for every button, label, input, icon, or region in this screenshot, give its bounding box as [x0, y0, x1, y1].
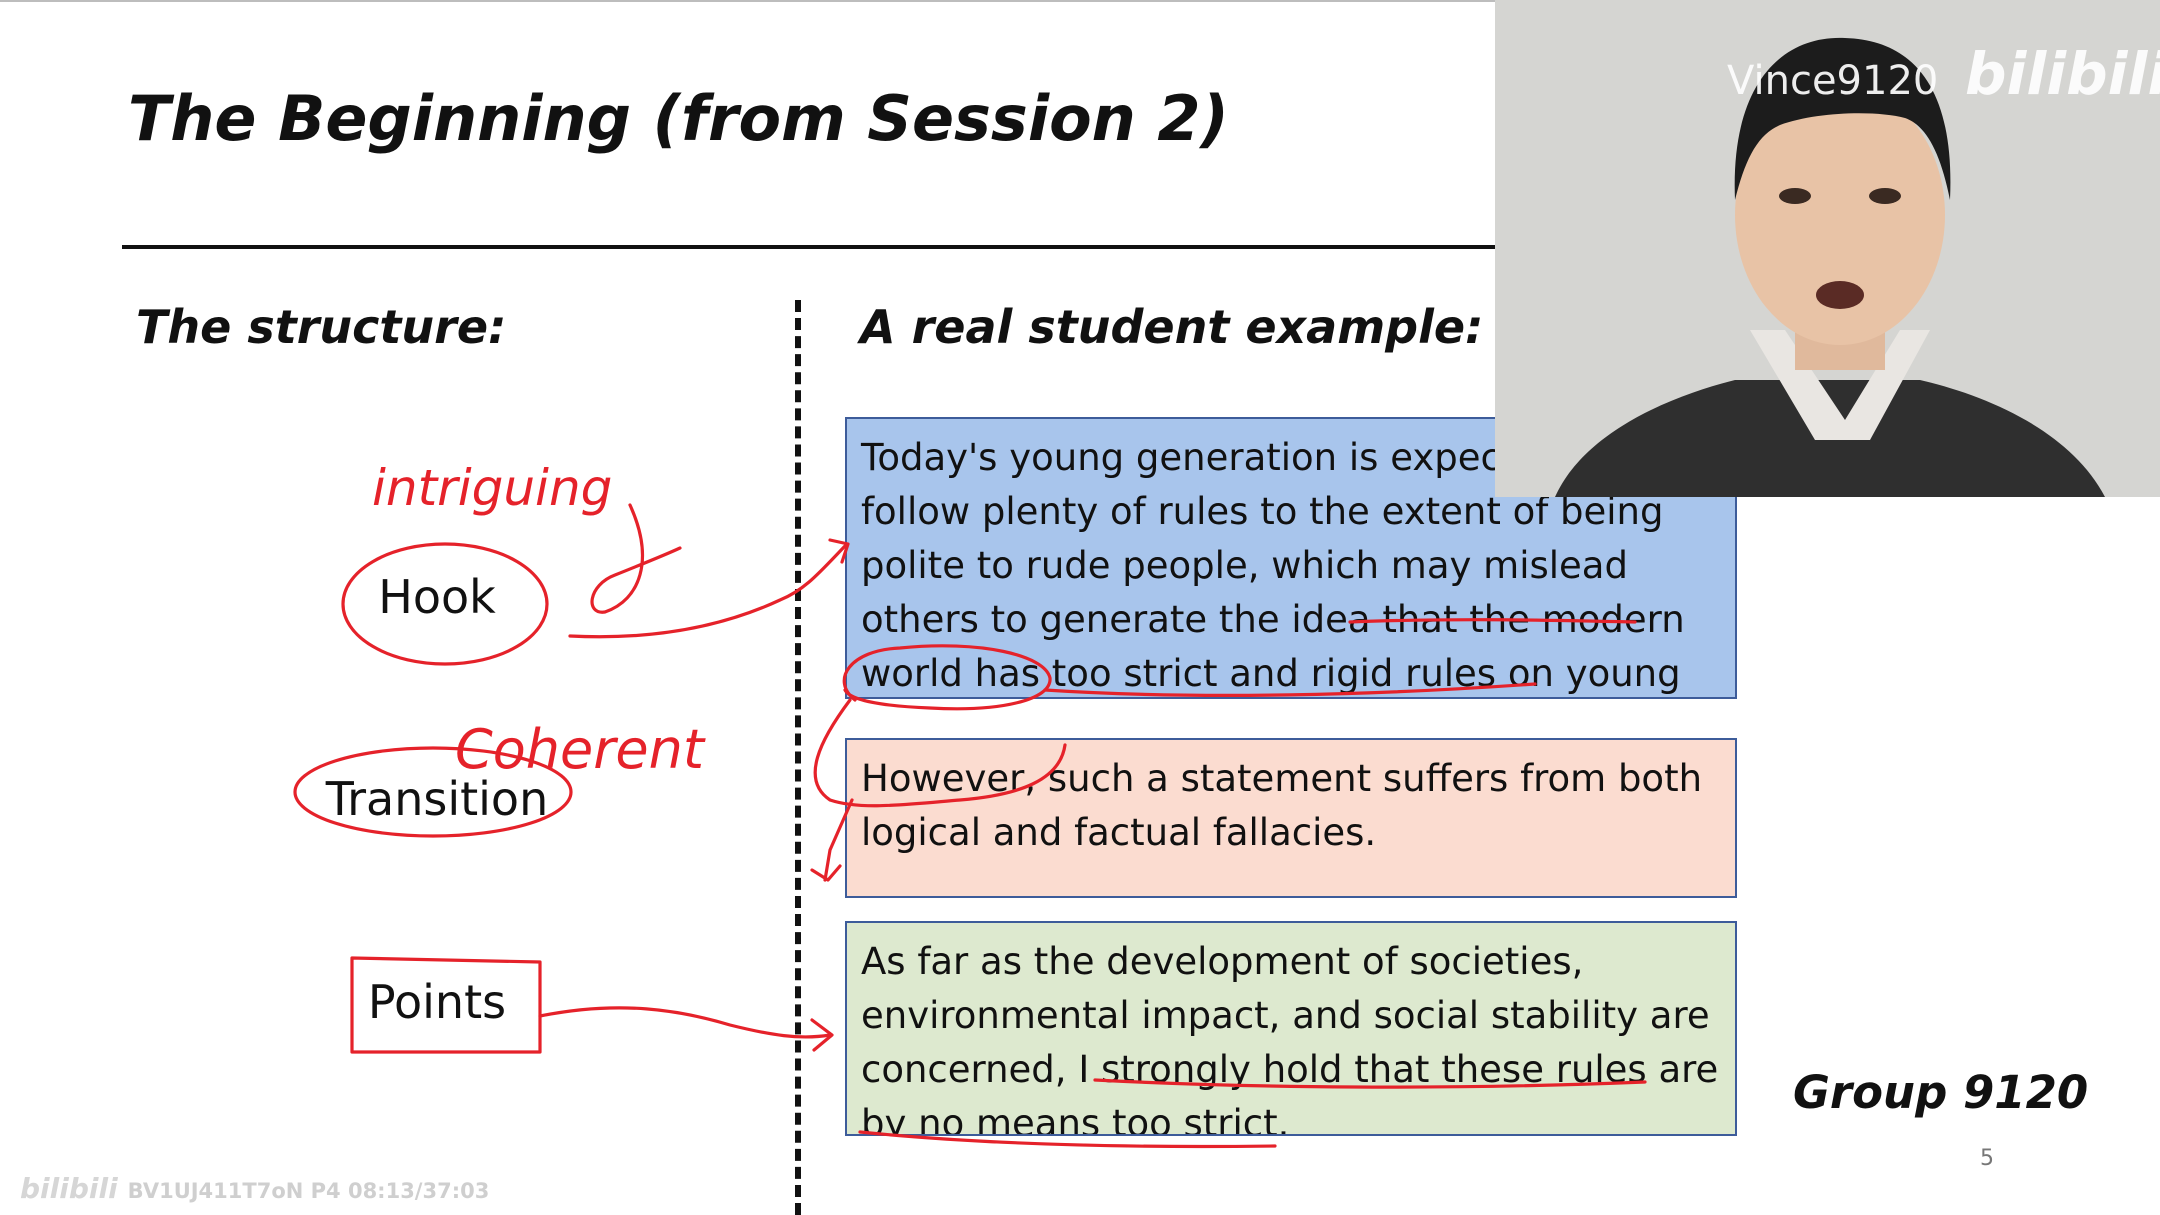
- structure-node-transition: Transition: [325, 772, 549, 826]
- points-arrow: [538, 1006, 832, 1039]
- channel-name: Vince9120: [1727, 58, 1939, 104]
- example-text-transition: However, such a statement suffers from b…: [861, 757, 1703, 854]
- video-info-text: BV1UJ411T7oN P4 08:13/37:03: [127, 1179, 490, 1203]
- transition-bracket-head: [810, 864, 842, 882]
- structure-node-hook: Hook: [378, 570, 496, 624]
- page-number: 5: [1980, 1146, 1994, 1171]
- slide-title: The Beginning (from Session 2): [128, 82, 1229, 155]
- structure-node-points: Points: [367, 975, 507, 1029]
- bilibili-watermark: bilibili: [20, 1172, 118, 1205]
- points-arrow-head: [810, 1018, 834, 1052]
- structure-heading: The structure:: [136, 300, 507, 354]
- group-label: Group 9120: [1793, 1066, 2089, 1119]
- bilibili-logo: bilibili: [1965, 40, 2160, 108]
- intriguing-flourish: [590, 503, 682, 614]
- column-divider: [795, 300, 801, 1215]
- presenter-video: [1495, 0, 2160, 497]
- hook-arrow: [568, 544, 847, 639]
- annotation-intriguing: intriguing: [372, 459, 612, 517]
- player-watermark: bilibili BV1UJ411T7oN P4 08:13/37:03: [20, 1172, 489, 1205]
- webcam-overlay: Vince9120 bilibili: [1495, 0, 2160, 497]
- top-border: [0, 0, 2160, 2]
- example-box-transition: However, such a statement suffers from b…: [845, 738, 1737, 898]
- title-rule: [122, 245, 1497, 249]
- example-text-points: As far as the development of societies, …: [861, 940, 1719, 1136]
- example-box-points: As far as the development of societies, …: [845, 921, 1737, 1136]
- example-heading: A real student example:: [860, 300, 1484, 354]
